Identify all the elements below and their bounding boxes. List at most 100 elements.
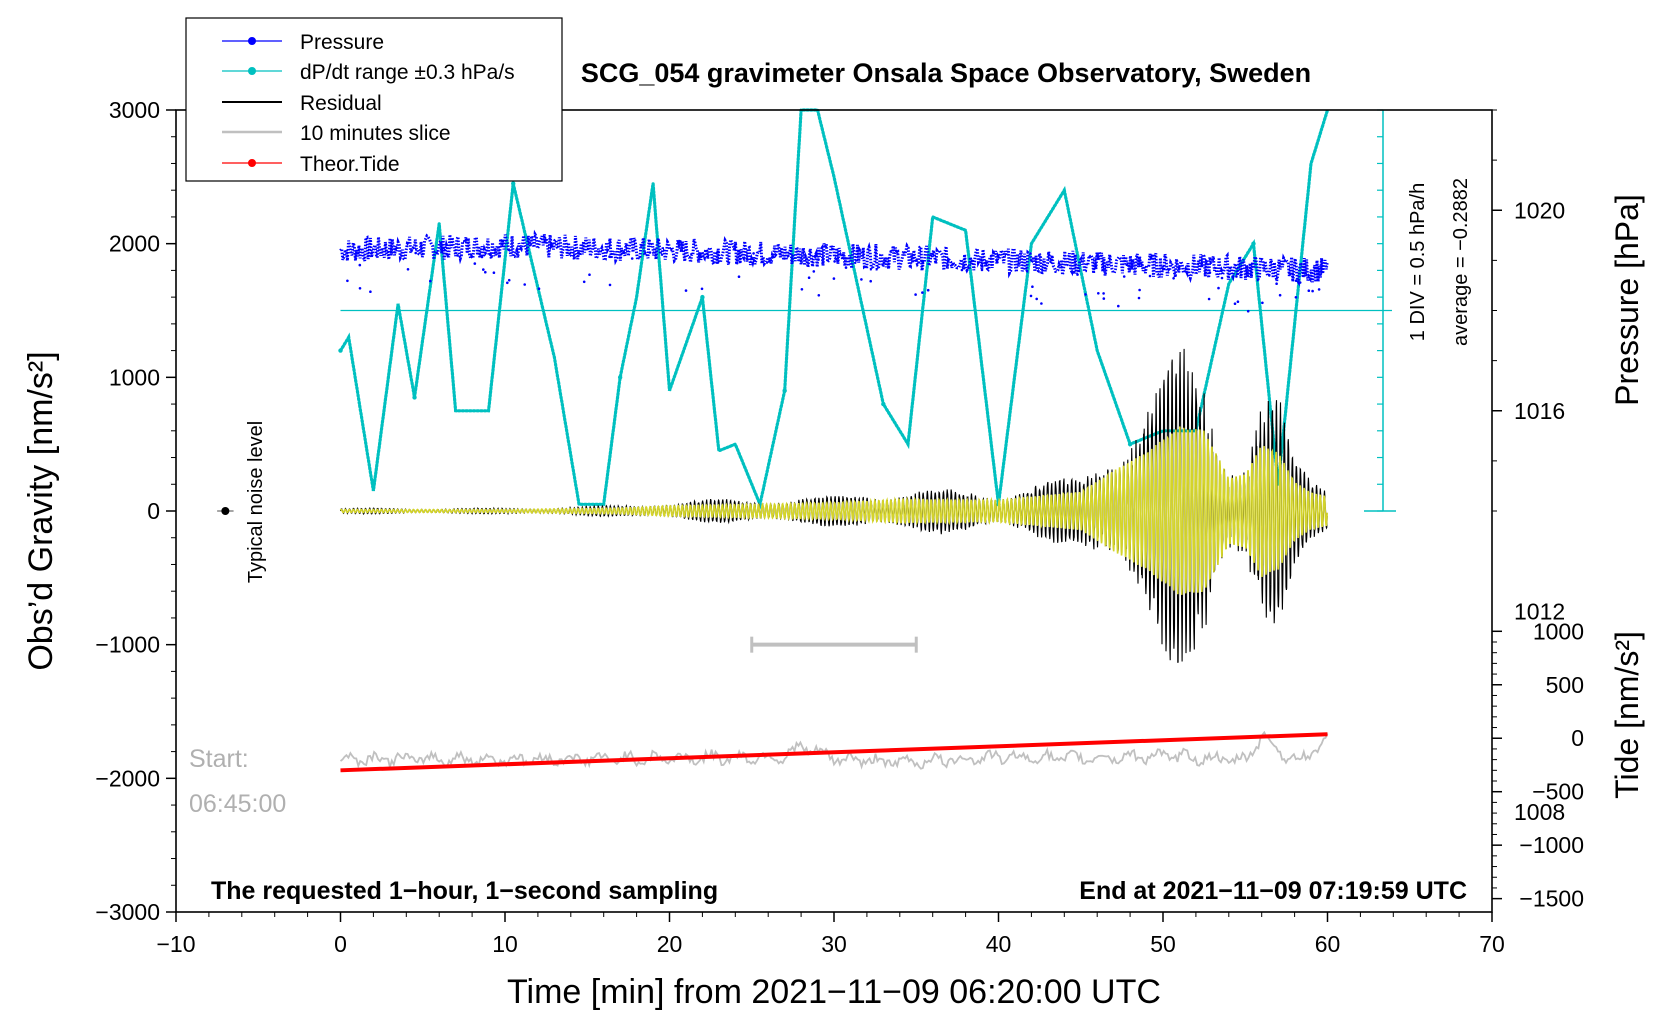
pressure-point <box>443 248 447 252</box>
pressure-point <box>445 252 449 256</box>
start-time: 06:45:00 <box>189 790 286 818</box>
pressure-point <box>980 268 984 272</box>
pressure-point <box>1289 272 1292 276</box>
pressure-point <box>608 255 611 258</box>
pressure-point <box>1117 304 1120 308</box>
residual-filtered-series <box>339 426 1328 595</box>
div-scale-label: 1 DIV = 0.5 hPa/h <box>1407 183 1429 341</box>
pressure-point <box>1060 265 1063 269</box>
x-axis-label: Time [min] from 2021−11−09 06:20:00 UTC <box>507 973 1161 1011</box>
pressure-point <box>737 275 741 279</box>
pressure-point <box>1029 294 1033 298</box>
y-tick-label: −3000 <box>95 899 160 925</box>
pressure-point <box>346 279 349 283</box>
y-tick-label: 0 <box>147 498 160 524</box>
pressure-tick-label: 1016 <box>1514 398 1565 424</box>
pressure-point <box>358 263 362 267</box>
series-layer <box>217 108 1396 773</box>
pressure-point <box>1298 281 1302 284</box>
pressure-point <box>1102 292 1105 295</box>
x-tick-label: 20 <box>657 931 683 957</box>
pressure-point <box>1207 297 1211 301</box>
pressure-point <box>1148 274 1152 278</box>
pressure-point <box>414 251 418 255</box>
tide-series <box>340 732 1328 773</box>
dpdt-point <box>700 294 705 300</box>
legend-item-dpdt: dP/dt range ±0.3 hPa/s <box>222 61 515 84</box>
pressure-point <box>1317 288 1321 291</box>
pressure-point <box>1137 296 1141 300</box>
y-axis-label-tide: Tide [nm/s²] <box>1609 631 1645 799</box>
pressure-point <box>506 281 509 285</box>
pressure-point <box>442 246 445 250</box>
legend-item-residual: Residual <box>222 92 382 115</box>
pressure-point <box>1294 296 1298 299</box>
dpdt-point <box>782 388 787 393</box>
axis-layer: −10 0 10 20 30 40 50 60 70−3000−2000−10000100020… <box>95 97 1584 957</box>
dpdt-point <box>338 348 343 353</box>
pressure-point <box>1102 297 1106 300</box>
pressure-point <box>358 287 362 290</box>
dpdt-point <box>412 395 417 400</box>
pressure-point <box>473 262 477 265</box>
x-tick-label: 40 <box>986 931 1012 957</box>
pressure-point <box>1246 309 1250 313</box>
pressure-point <box>492 271 496 275</box>
pressure-point <box>429 279 432 283</box>
pressure-point <box>1307 289 1311 293</box>
legend-label-residual: Residual <box>300 92 382 115</box>
y-tick-label: 2000 <box>109 231 160 257</box>
pressure-point <box>869 279 872 283</box>
pressure-point <box>484 270 487 274</box>
pressure-point <box>832 277 836 280</box>
pressure-point <box>469 253 473 256</box>
average-label: average = −0.2882 <box>1450 178 1472 346</box>
pressure-point <box>926 288 930 292</box>
dpdt-point <box>1127 441 1133 447</box>
legend-swatch-marker <box>248 37 256 45</box>
x-tick-label: 70 <box>1479 931 1505 957</box>
pressure-point <box>1268 274 1271 277</box>
pressure-point <box>921 291 924 294</box>
pressure-point <box>537 287 541 291</box>
y-tick-label: −1000 <box>95 632 160 658</box>
pressure-point <box>1072 271 1075 274</box>
pressure-point <box>1236 300 1240 304</box>
pressure-point <box>920 259 923 263</box>
pressure-point <box>582 280 586 284</box>
tide-tick-label: 0 <box>1571 725 1584 751</box>
pressure-point <box>406 268 410 271</box>
y-tick-label: −2000 <box>95 765 160 791</box>
pressure-point <box>1097 292 1100 295</box>
end-time-note: End at 2021−11−09 07:19:59 UTC <box>1079 877 1467 905</box>
pressure-point <box>698 253 702 257</box>
pressure-point <box>369 290 372 294</box>
tide-tick-label: −500 <box>1532 779 1584 805</box>
pressure-point <box>995 259 999 262</box>
legend-item-slice: 10 minutes slice <box>222 122 451 145</box>
pressure-point <box>684 289 688 292</box>
start-label: Start: <box>189 745 249 773</box>
pressure-point <box>1122 275 1126 278</box>
legend-item-pressure: Pressure <box>222 31 384 54</box>
x-tick-label: 0 <box>334 931 347 957</box>
x-tick-label: −10 <box>156 931 195 957</box>
pressure-point <box>752 252 755 255</box>
noise-level-label: Typical noise level <box>245 421 267 583</box>
tide-tick-label: −1500 <box>1519 886 1584 912</box>
pressure-point <box>812 270 816 273</box>
pressure-point <box>1217 286 1220 290</box>
legend-box <box>185 17 563 182</box>
pressure-point <box>1172 277 1175 280</box>
pressure-point <box>817 258 820 261</box>
pressure-point <box>519 246 523 250</box>
pressure-point <box>480 255 484 259</box>
chart-title: SCG_054 gravimeter Onsala Space Observat… <box>581 58 1311 88</box>
pressure-point <box>1220 276 1224 280</box>
pressure-point <box>588 273 591 277</box>
pressure-tick-label: 1020 <box>1514 197 1565 223</box>
y-tick-label: 3000 <box>109 97 160 123</box>
sampling-note: The requested 1−hour, 1−second sampling <box>211 877 718 905</box>
pressure-point <box>446 254 450 258</box>
